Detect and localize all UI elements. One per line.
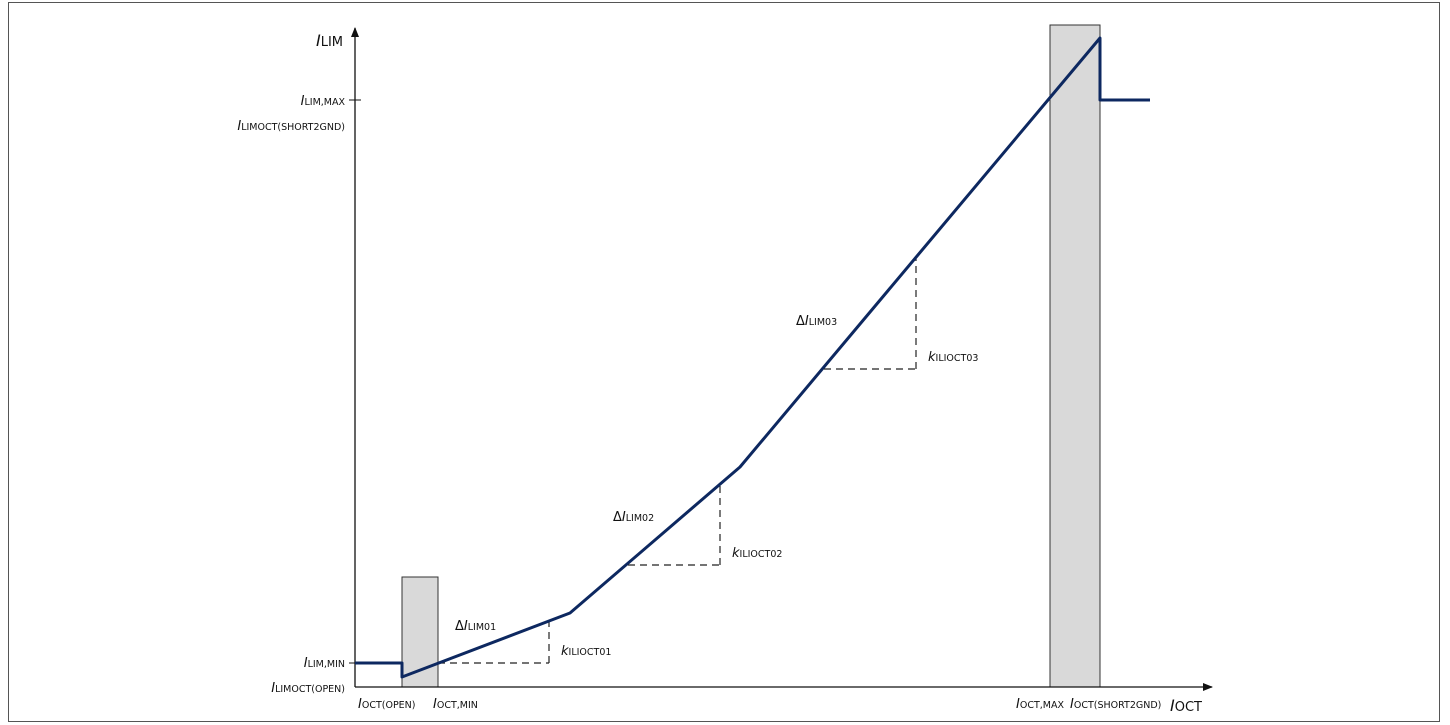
y-axis-title: ILIM [316,31,343,50]
x-label-oct-short2gnd: IOCT(SHORT2GND) [1070,697,1161,712]
short-region-band [1049,24,1101,688]
slope-triangle-1 [438,618,550,664]
y-label-lim-min: ILIM,MIN [304,656,345,671]
current-limit-curve [355,36,1150,679]
k-ilioct03-label: kILIOCT03 [928,350,978,365]
k-ilioct01-label: kILIOCT01 [561,644,611,659]
x-axis-title: IOCT [1170,696,1202,715]
x-label-oct-open: IOCT(OPEN) [358,697,416,712]
slope-triangle-2 [628,484,721,566]
x-label-oct-min: IOCT,MIN [433,697,478,712]
diagram-frame [8,2,1440,722]
y-label-lim-max: ILIM,MAX [301,94,346,109]
x-label-oct-max: IOCT,MAX [1016,697,1064,712]
delta-ilim02-label: ΔILIM02 [613,510,654,525]
y-label-limoct-open: ILIMOCT(OPEN) [271,681,345,696]
delta-ilim03-label: ΔILIM03 [796,314,837,329]
delta-ilim01-label: ΔILIM01 [455,619,496,634]
k-ilioct02-label: kILIOCT02 [732,546,782,561]
y-label-limoct-short2gnd: ILIMOCT(SHORT2GND) [237,119,345,134]
slope-triangle-3 [824,259,917,370]
